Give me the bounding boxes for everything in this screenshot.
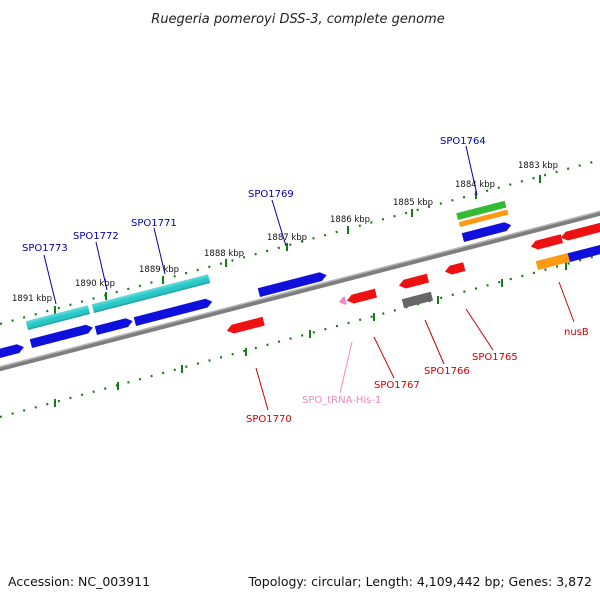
major-ticks	[54, 175, 541, 314]
forward-features	[0, 200, 600, 359]
gene-label-SPO_tRNA-His-1[interactable]: SPO_tRNA-His-1	[302, 395, 381, 406]
gene-label-SPO1766[interactable]: SPO1766	[424, 366, 470, 377]
gene-SPO_tRNA-His-1-pink[interactable]	[338, 296, 347, 306]
gene-label-SPO1772[interactable]: SPO1772	[73, 231, 119, 242]
genome-backbone	[0, 210, 600, 372]
gene-SPO1766-gray[interactable]	[401, 291, 434, 308]
accession-text: Accession: NC_003911	[8, 574, 150, 589]
tick-label-1886: 1886 kbp	[330, 215, 370, 225]
gene-SPO1764-orange[interactable]	[458, 209, 509, 227]
gene-SPO1767-red[interactable]	[346, 288, 378, 305]
gene-SPO1765-red[interactable]	[444, 262, 466, 276]
gene-label-nusB[interactable]: nusB	[564, 327, 589, 338]
gene-label-SPO1764[interactable]: SPO1764	[440, 136, 486, 147]
gene-SPO1772-blue[interactable]	[94, 317, 134, 335]
gene-SPO1773-blue[interactable]	[29, 323, 94, 348]
genome-summary-text: Topology: circular; Length: 4,109,442 bp…	[248, 574, 592, 589]
inner-tick-ring	[0, 253, 600, 419]
gene-nusB-red[interactable]	[530, 234, 563, 251]
genome-backbone-highlight	[0, 210, 600, 368]
tick-label-1887: 1887 kbp	[267, 233, 307, 243]
gene-label-SPO1770[interactable]: SPO1770	[246, 414, 292, 425]
tick-label-1891: 1891 kbp	[12, 294, 52, 304]
gene-SPO1771-blue[interactable]	[133, 297, 214, 326]
gene-SPO1770-red[interactable]	[226, 316, 265, 335]
tick-label-1883: 1883 kbp	[518, 161, 558, 171]
tick-label-1889: 1889 kbp	[139, 265, 179, 275]
gene-label-SPO1771[interactable]: SPO1771	[131, 218, 177, 229]
gene-right-edge-red[interactable]	[560, 222, 600, 242]
tick-label-1885: 1885 kbp	[393, 198, 433, 208]
reverse-features	[226, 222, 600, 335]
gene-nusB-orange[interactable]	[535, 252, 571, 270]
leader-lines	[43, 145, 575, 411]
tick-label-1890: 1890 kbp	[75, 279, 115, 289]
gene-SPO1769-blue[interactable]	[257, 271, 328, 297]
gene-SPO1764-green[interactable]	[456, 200, 507, 220]
gene-label-SPO1767[interactable]: SPO1767	[374, 380, 420, 391]
tick-label-1888: 1888 kbp	[204, 249, 244, 259]
gene-label-SPO1773[interactable]: SPO1773	[22, 243, 68, 254]
gene-left-edge-blue[interactable]	[0, 343, 25, 359]
gene-SPO1766-red[interactable]	[398, 273, 430, 290]
gene-right-edge-blue[interactable]	[567, 243, 600, 262]
inner-major-ticks	[54, 262, 567, 407]
gene-label-SPO1765[interactable]: SPO1765	[472, 352, 518, 363]
map-title: Ruegeria pomeroyi DSS-3, complete genome	[151, 12, 444, 27]
gene-SPO1764-blue[interactable]	[461, 221, 513, 242]
gene-label-SPO1769[interactable]: SPO1769	[248, 189, 294, 200]
